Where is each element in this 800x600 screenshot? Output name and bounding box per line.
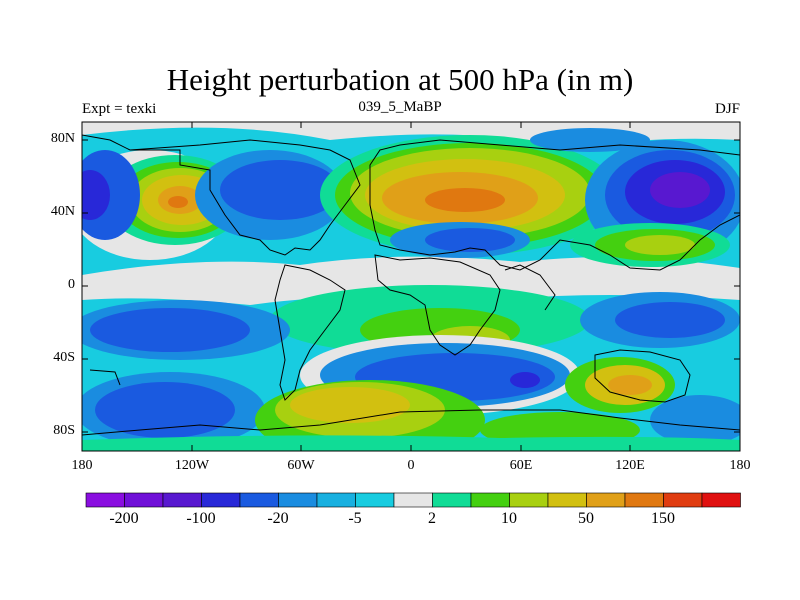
coastline xyxy=(82,134,740,451)
colorbar-label: -200 xyxy=(109,510,139,527)
colorbar-label: -20 xyxy=(267,510,289,527)
season-label: DJF xyxy=(714,101,740,117)
colorbar-swatch xyxy=(432,492,472,508)
x-tick-label: 60E xyxy=(509,458,533,473)
colorbar-swatch xyxy=(509,492,549,508)
colorbar-swatch xyxy=(201,492,241,508)
y-tick-label: 80N xyxy=(50,131,75,146)
y-tick-label: 80S xyxy=(53,423,75,438)
colorbar-swatch xyxy=(162,492,202,508)
x-tick-label: 120W xyxy=(174,458,210,473)
x-tick-marks xyxy=(81,122,741,451)
y-tick-label: 0 xyxy=(68,277,75,292)
colorbar-swatch xyxy=(355,492,395,508)
colorbar-label: -5 xyxy=(348,510,362,527)
colorbar-label: 50 xyxy=(578,510,594,527)
colorbar-label: 150 xyxy=(651,510,675,527)
colorbar-swatch xyxy=(124,492,164,508)
colorbar-label: -100 xyxy=(186,510,216,527)
period-label: 039_5_MaBP xyxy=(358,99,442,115)
colorbar-label: 10 xyxy=(501,510,517,527)
colorbar-swatch xyxy=(316,492,356,508)
colorbar-swatch xyxy=(278,492,318,508)
colorbar-swatch xyxy=(470,492,510,508)
x-tick-label: 180 xyxy=(71,458,93,473)
colorbar-swatch xyxy=(663,492,703,508)
colorbar-swatch xyxy=(85,492,125,508)
contour-field xyxy=(82,122,740,451)
map-title: Height perturbation at 500 hPa (in m) xyxy=(166,62,634,97)
colorbar xyxy=(85,492,741,508)
y-tick-marks xyxy=(82,139,740,433)
x-tick-label: 0 xyxy=(407,458,415,473)
colorbar-swatch xyxy=(393,492,433,508)
colorbar-label: 2 xyxy=(428,510,436,527)
x-tick-label: 120E xyxy=(615,458,645,473)
colorbar-swatch xyxy=(624,492,664,508)
colorbar-swatch xyxy=(586,492,626,508)
colorbar-swatch xyxy=(701,492,741,508)
y-tick-label: 40N xyxy=(50,204,75,219)
experiment-label: Expt = texki xyxy=(82,101,157,117)
x-tick-label: 180 xyxy=(729,458,751,473)
colorbar-swatch xyxy=(547,492,587,508)
colorbar-swatch xyxy=(239,492,279,508)
y-tick-label: 40S xyxy=(53,350,75,365)
x-tick-label: 60W xyxy=(287,458,315,473)
